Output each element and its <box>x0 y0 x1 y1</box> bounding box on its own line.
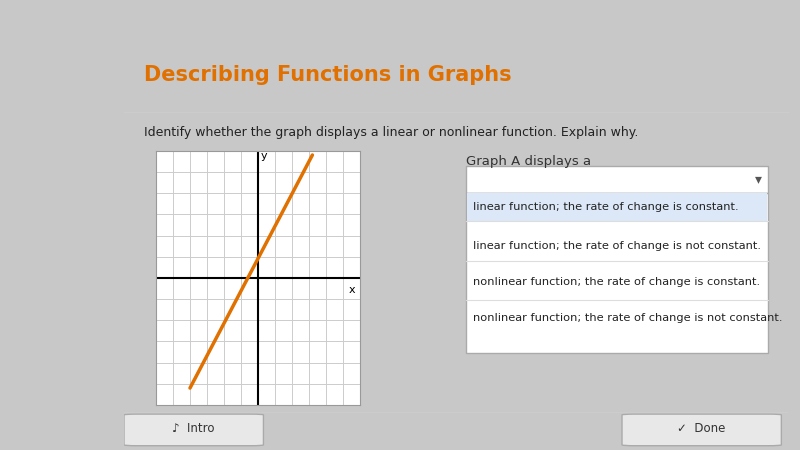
Text: Graph A displays a: Graph A displays a <box>466 155 591 168</box>
FancyBboxPatch shape <box>124 414 263 446</box>
Text: ♪  Intro: ♪ Intro <box>173 422 215 435</box>
Text: Describing Functions in Graphs: Describing Functions in Graphs <box>144 65 511 85</box>
Text: nonlinear function; the rate of change is not constant.: nonlinear function; the rate of change i… <box>473 312 782 323</box>
Text: linear function; the rate of change is constant.: linear function; the rate of change is c… <box>473 202 738 212</box>
FancyBboxPatch shape <box>466 194 767 221</box>
Text: ▾: ▾ <box>754 172 762 186</box>
FancyBboxPatch shape <box>466 166 768 193</box>
FancyBboxPatch shape <box>466 193 768 353</box>
Text: x: x <box>348 285 355 295</box>
Text: Graph A: Graph A <box>220 155 274 168</box>
Text: Identify whether the graph displays a linear or nonlinear function. Explain why.: Identify whether the graph displays a li… <box>144 126 638 139</box>
Text: nonlinear function; the rate of change is constant.: nonlinear function; the rate of change i… <box>473 276 760 287</box>
Text: y: y <box>261 151 267 161</box>
Text: ✓  Done: ✓ Done <box>678 422 726 435</box>
Text: linear function; the rate of change is not constant.: linear function; the rate of change is n… <box>473 240 761 251</box>
FancyBboxPatch shape <box>622 414 782 446</box>
